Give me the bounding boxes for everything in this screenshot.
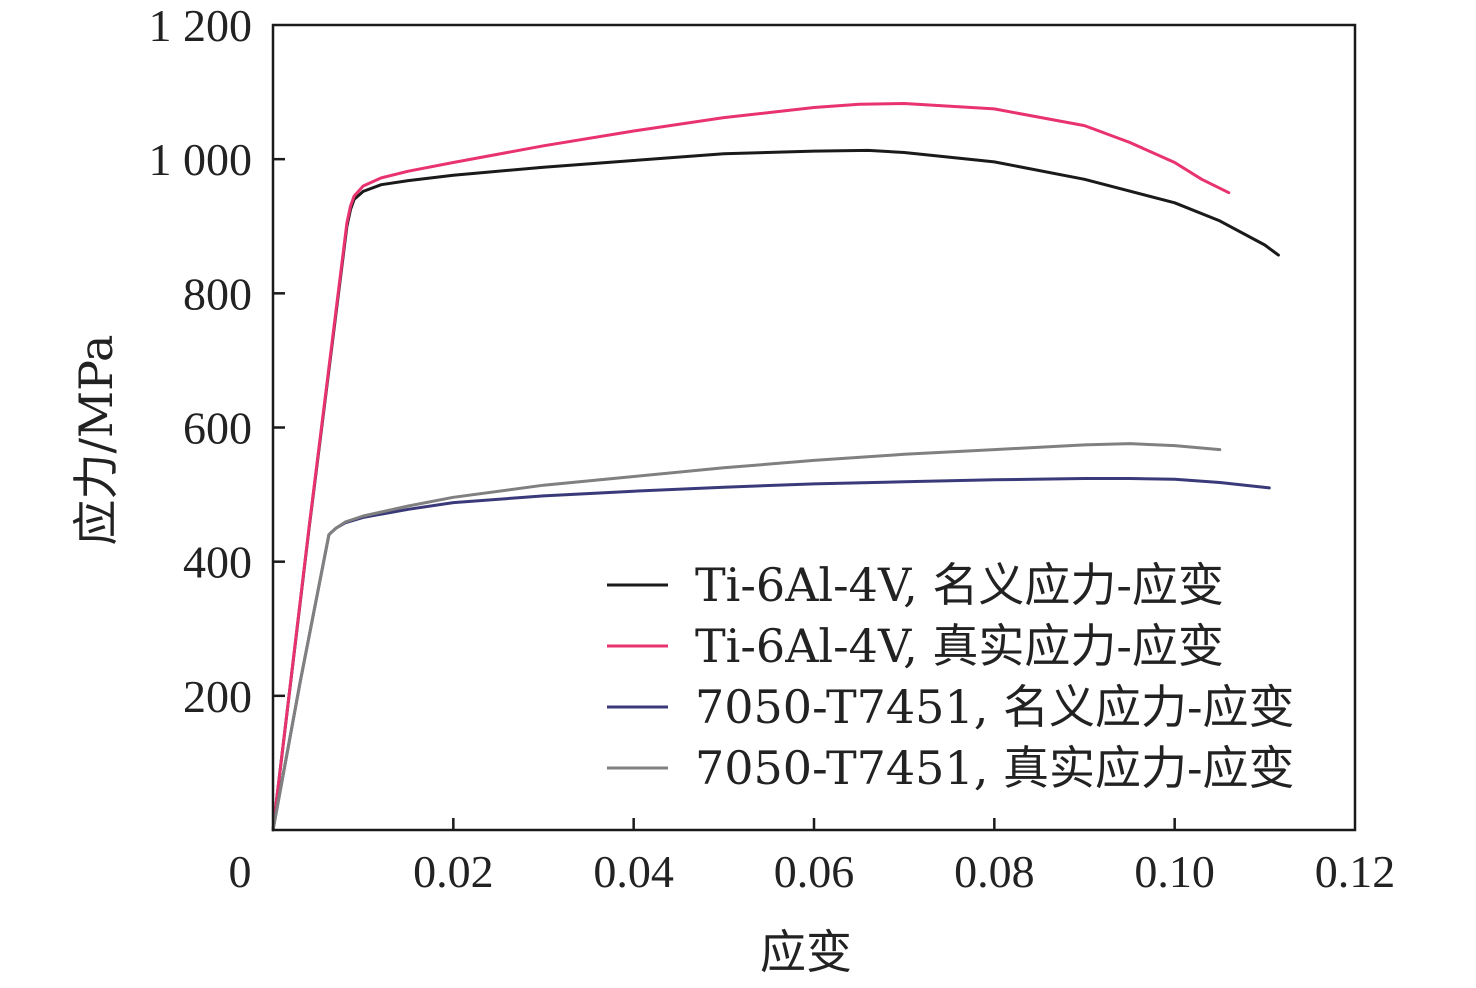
x-tick-label: 0.12 (1315, 846, 1396, 897)
y-tick-label: 200 (183, 671, 252, 722)
y-tick-label: 600 (183, 403, 252, 454)
x-tick-label: 0.02 (413, 846, 494, 897)
x-tick-label: 0.08 (954, 846, 1035, 897)
legend-label-4: 7050-T7451, 真实应力-应变 (695, 741, 1295, 795)
x-tick-label: 0.06 (774, 846, 855, 897)
x-tick-label: 0.04 (593, 846, 674, 897)
y-tick-label: 1 000 (149, 134, 253, 185)
origin-label: 0 (229, 846, 252, 897)
x-axis-title: 应变 (760, 925, 852, 979)
y-tick-label: 400 (183, 537, 252, 588)
series-line-2 (271, 102, 1231, 832)
ticks-layer (273, 157, 1176, 830)
legend-label-1: Ti-6Al-4V, 名义应力-应变 (695, 558, 1224, 612)
y-axis-title: 应力/MPa (69, 335, 123, 546)
x-tick-label: 0.10 (1134, 846, 1215, 897)
legend-label-3: 7050-T7451, 名义应力-应变 (695, 680, 1295, 734)
y-tick-label: 800 (183, 268, 252, 319)
series-layer (271, 102, 1280, 832)
legend: Ti-6Al-4V, 名义应力-应变 Ti-6Al-4V, 真实应力-应变 7050… (607, 558, 1295, 795)
labels-layer: 0.02 0.04 0.06 0.08 0.10 0.12 200 400 600 800 1 00… (149, 0, 1396, 897)
y-tick-label: 1 200 (149, 0, 253, 51)
series-line-4 (271, 442, 1222, 832)
legend-label-2: Ti-6Al-4V, 真实应力-应变 (695, 619, 1224, 673)
